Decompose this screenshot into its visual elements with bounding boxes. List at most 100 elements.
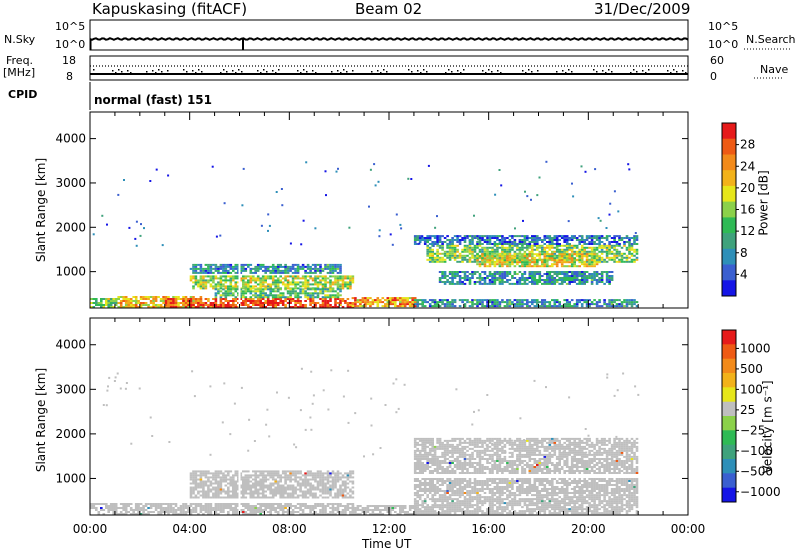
heatmap-cell xyxy=(256,298,260,300)
nave-point xyxy=(158,69,160,71)
heatmap-cell xyxy=(284,511,287,513)
heatmap-cell xyxy=(448,510,452,513)
heatmap-cell xyxy=(600,252,604,255)
heatmap-cell xyxy=(546,241,549,243)
heatmap-cell xyxy=(177,513,180,515)
colorbar-tick-label: 16 xyxy=(740,203,755,217)
nave-point xyxy=(337,70,339,72)
heatmap-cell xyxy=(154,505,158,507)
heatmap-cell xyxy=(476,241,479,243)
heatmap-cell xyxy=(473,299,477,302)
heatmap-cell xyxy=(463,504,467,507)
heatmap-cell xyxy=(411,513,414,515)
heatmap-cell xyxy=(336,480,340,483)
heatmap-cell xyxy=(261,298,265,300)
heatmap-cell xyxy=(301,265,305,268)
scatter-cell xyxy=(545,160,548,163)
heatmap-cell xyxy=(483,253,487,256)
heatmap-cell xyxy=(105,505,108,507)
heatmap-cell xyxy=(401,511,405,513)
heatmap-cell xyxy=(306,496,310,499)
heatmap-cell xyxy=(269,507,272,509)
heatmap-cell xyxy=(583,250,586,253)
heatmap-cell xyxy=(261,294,265,297)
heatmap-cell xyxy=(291,265,295,268)
heatmap-cell xyxy=(513,303,517,306)
heatmap-cell xyxy=(137,513,140,515)
heatmap-cell xyxy=(563,259,566,262)
heatmap-cell xyxy=(259,484,262,487)
heatmap-cell xyxy=(207,476,210,479)
heatmap-cell xyxy=(329,267,332,270)
heatmap-cell xyxy=(276,476,280,479)
heatmap-cell xyxy=(403,305,407,308)
heatmap-cell xyxy=(239,288,243,291)
heatmap-cell xyxy=(252,509,255,511)
heatmap-cell xyxy=(207,271,210,274)
heatmap-cell xyxy=(478,282,482,285)
heatmap-cell xyxy=(217,509,220,511)
heatmap-cell xyxy=(555,254,559,257)
heatmap-cell xyxy=(279,478,282,481)
heatmap-cell xyxy=(580,253,584,256)
heatmap-cell xyxy=(229,277,233,280)
nave-point xyxy=(411,71,413,73)
heatmap-cell xyxy=(593,263,596,266)
heatmap-cell xyxy=(598,244,601,247)
heatmap-cell xyxy=(443,277,447,279)
heatmap-cell xyxy=(536,263,539,266)
heatmap-cell xyxy=(314,277,317,280)
heatmap-cell xyxy=(309,296,312,299)
heatmap-cell xyxy=(316,474,320,477)
heatmap-cell xyxy=(603,260,606,263)
heatmap-cell xyxy=(306,470,310,473)
heatmap-cell xyxy=(329,290,332,293)
heatmap-cell xyxy=(433,241,437,243)
heatmap-cell xyxy=(551,253,554,256)
heatmap-cell xyxy=(496,248,499,251)
heatmap-cell xyxy=(446,256,449,259)
heatmap-cell xyxy=(371,511,375,513)
heatmap-cell xyxy=(456,478,459,480)
heatmap-cell xyxy=(276,488,280,491)
heatmap-cell xyxy=(573,279,576,281)
heatmap-cell xyxy=(261,472,265,475)
heatmap-cell xyxy=(458,494,462,497)
heatmap-cell xyxy=(560,265,564,268)
heatmap-cell xyxy=(286,279,290,282)
heatmap-cell xyxy=(491,303,494,306)
nave-point xyxy=(673,69,675,71)
heatmap-cell xyxy=(124,503,128,505)
heatmap-cell xyxy=(570,254,574,257)
heatmap-cell xyxy=(259,283,262,286)
heatmap-cell xyxy=(339,505,342,507)
heatmap-cell xyxy=(443,482,447,484)
heatmap-cell xyxy=(521,248,524,251)
heatmap-cell xyxy=(461,500,464,503)
heatmap-cell xyxy=(269,275,272,278)
heatmap-cell xyxy=(565,279,569,281)
heatmap-cell xyxy=(174,296,178,298)
heatmap-cell xyxy=(142,304,145,306)
heatmap-cell xyxy=(164,304,168,306)
heatmap-cell xyxy=(553,281,557,283)
heatmap-cell xyxy=(508,261,512,264)
heatmap-cell xyxy=(478,275,482,277)
heatmap-cell xyxy=(207,267,210,270)
heatmap-cell xyxy=(179,507,183,509)
heatmap-cell xyxy=(438,484,442,486)
heatmap-cell xyxy=(222,285,225,288)
heatmap-cell xyxy=(247,288,250,291)
heatmap-cell xyxy=(486,265,489,268)
heatmap-cell xyxy=(608,250,611,253)
heatmap-cell xyxy=(538,281,542,283)
heatmap-cell xyxy=(182,296,185,298)
heatmap-cell xyxy=(543,239,547,241)
heatmap-cell xyxy=(628,241,631,243)
heatmap-cell xyxy=(526,265,529,268)
heatmap-cell xyxy=(436,301,439,304)
heatmap-cell xyxy=(436,252,439,255)
nave-point xyxy=(494,73,496,75)
heatmap-cell xyxy=(254,288,257,291)
heatmap-cell xyxy=(428,258,432,261)
